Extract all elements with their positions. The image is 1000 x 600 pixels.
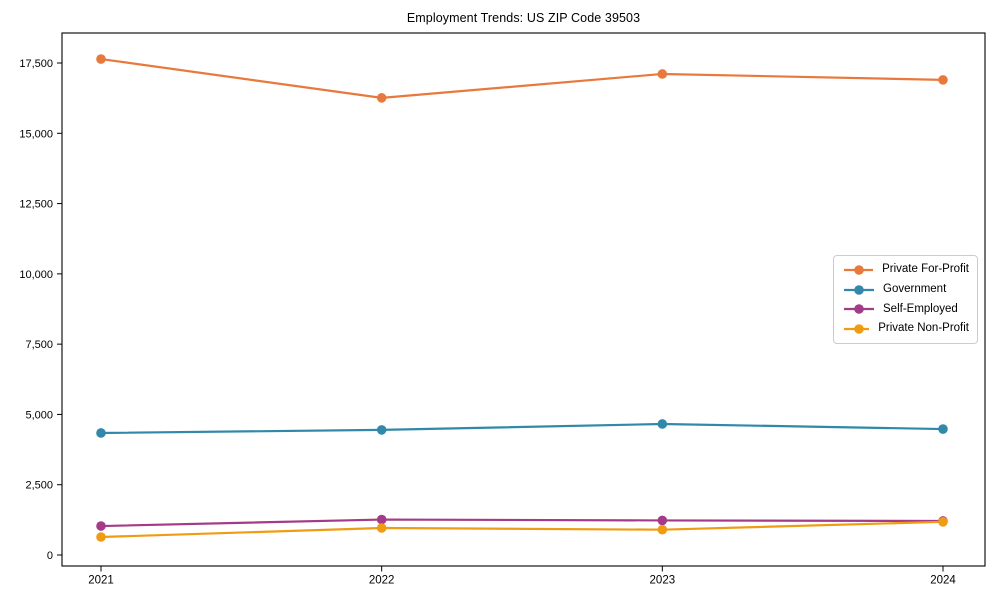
line-self-employed	[100, 518, 944, 528]
legend-marker-icon	[844, 284, 874, 295]
legend-dot-sample	[854, 284, 864, 295]
legend-marker-icon	[844, 324, 870, 334]
chart-title: Employment Trends: US ZIP Code 39503	[406, 11, 641, 25]
line-private-for-profit	[100, 57, 944, 99]
data-point-private-for-profit-2021	[96, 54, 106, 64]
line-private-non-profit	[100, 520, 944, 539]
x-tick-label: 2021	[88, 575, 114, 587]
data-point-government-2022	[376, 425, 387, 435]
plot-frame	[61, 32, 986, 567]
line-government	[100, 422, 944, 435]
y-tick-label: 15,000	[19, 128, 53, 140]
y-tick-label: 0	[47, 550, 53, 562]
legend-label: Private For-Profit	[882, 263, 969, 276]
legend-item-private-for-profit: Private For-Profit	[844, 264, 969, 276]
data-point-government-2024	[938, 424, 948, 434]
legend-marker-icon	[844, 265, 874, 275]
legend-item-self-employed: Self-Employed	[844, 303, 969, 315]
y-tick-label: 2,500	[25, 480, 53, 492]
data-point-private-non-profit-2022	[376, 523, 387, 533]
x-tick-label: 2022	[369, 575, 395, 587]
data-point-government-2023	[657, 419, 668, 429]
data-point-self-employed-2021	[96, 521, 106, 531]
legend-dot-sample	[854, 304, 864, 315]
legend-label: Private Non-Profit	[878, 322, 969, 335]
data-point-self-employed-2023	[657, 515, 668, 526]
data-point-government-2021	[96, 428, 106, 438]
legend-dot-sample	[854, 324, 864, 334]
chart-legend: Private For-Profit Government Self-Employe…	[833, 255, 978, 344]
y-tick-label: 17,500	[19, 58, 53, 70]
data-point-self-employed-2022	[376, 514, 387, 525]
y-tick-label: 5,000	[25, 409, 53, 421]
data-point-private-for-profit-2022	[376, 93, 387, 103]
y-tick-label: 7,500	[25, 339, 53, 351]
data-point-private-for-profit-2024	[938, 75, 948, 85]
y-tick-label: 10,000	[19, 269, 53, 281]
x-tick-label: 2023	[650, 575, 676, 587]
legend-item-private-non-profit: Private Non-Profit	[844, 323, 969, 335]
legend-label: Self-Employed	[883, 302, 958, 315]
data-point-private-non-profit-2021	[96, 532, 106, 542]
legend-item-government: Government	[844, 282, 969, 296]
legend-marker-icon	[844, 304, 874, 315]
y-tick-label: 12,500	[19, 199, 53, 211]
data-point-private-for-profit-2023	[657, 69, 668, 79]
x-tick-label: 2024	[930, 575, 956, 587]
data-point-private-non-profit-2023	[657, 524, 668, 535]
legend-label: Government	[883, 282, 947, 295]
legend-dot-sample	[854, 265, 864, 275]
data-point-private-non-profit-2024	[938, 517, 948, 527]
